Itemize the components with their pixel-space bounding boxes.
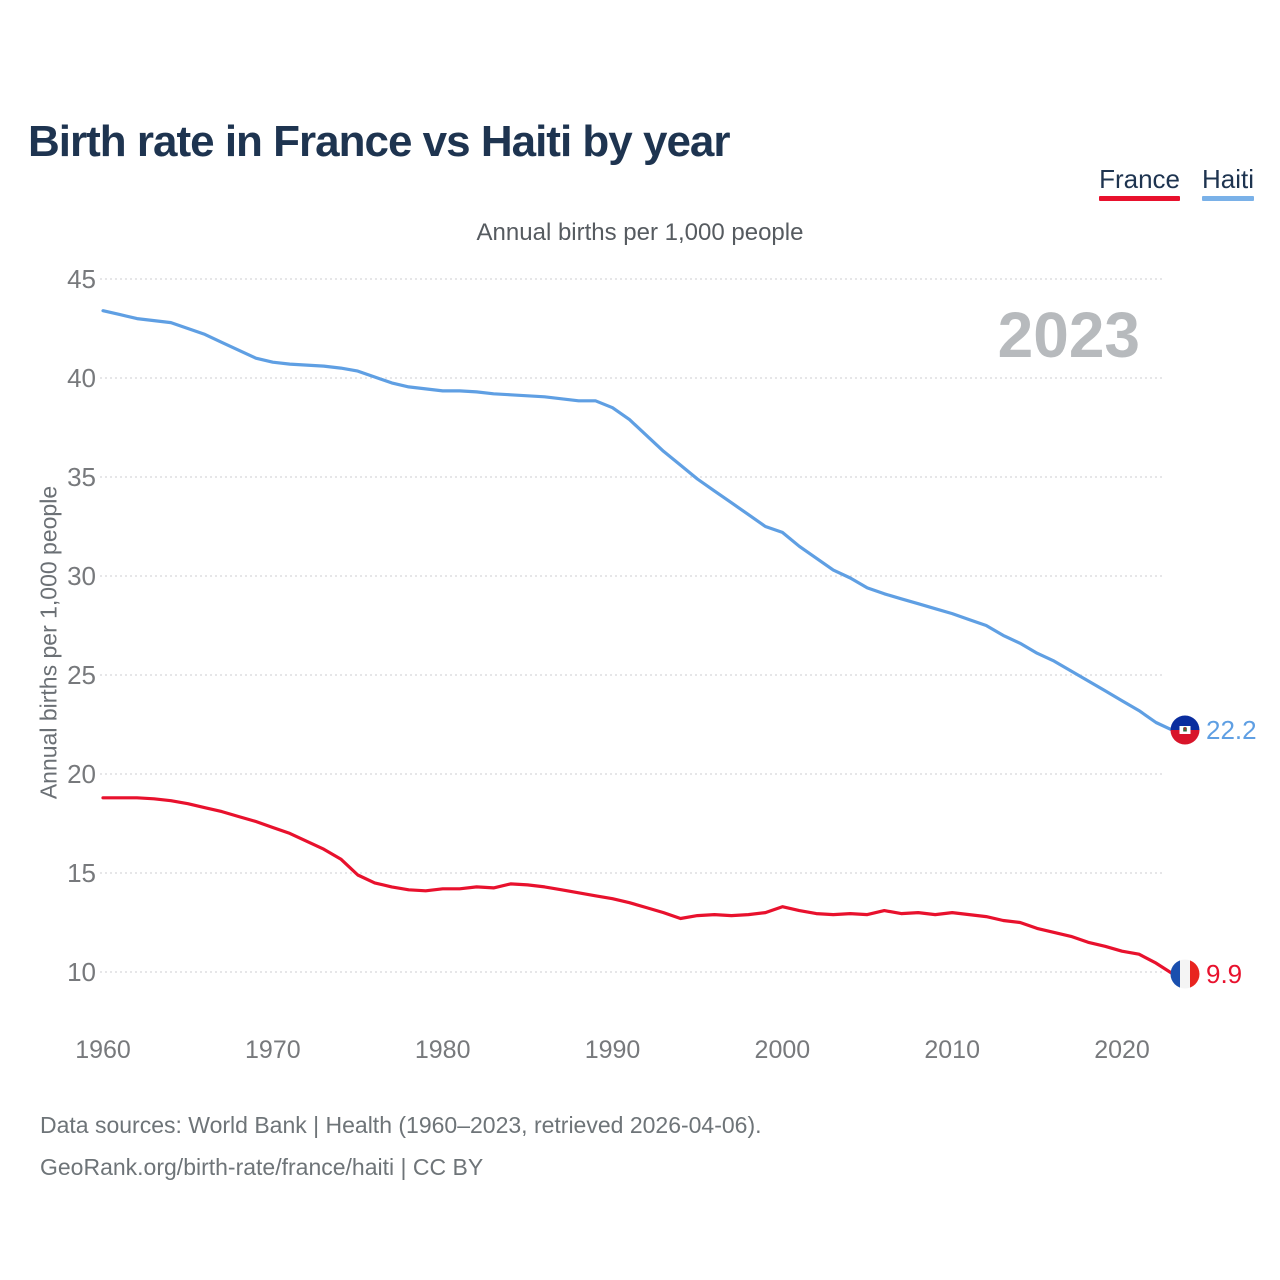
legend-label-france: France [1099,164,1180,194]
legend: France Haiti [1099,165,1254,201]
chart-title: Birth rate in France vs Haiti by year [28,117,731,167]
y-tick-label: 15 [67,858,96,888]
x-tick-label: 1980 [415,1036,471,1064]
legend-underline-france [1099,196,1180,201]
y-tick-label: 35 [67,462,96,492]
france-end-label: 9.9 [1170,959,1242,989]
france-flag-icon [1170,959,1200,989]
france-line [101,796,1175,976]
y-tick-label: 25 [67,660,96,690]
haiti-end-label: 22.2 [1170,715,1257,745]
legend-item-haiti[interactable]: Haiti [1201,164,1254,201]
x-tick-label: 1970 [245,1036,301,1064]
y-tick-label: 20 [67,759,96,789]
legend-label-haiti: Haiti [1201,164,1254,194]
x-tick-label: 2020 [1094,1036,1150,1064]
y-tick-label: 30 [67,561,96,591]
chart-subtitle: Annual births per 1,000 people [476,219,804,246]
haiti-line [101,309,1175,733]
x-tick-label: 1990 [585,1036,641,1064]
x-tick-label: 1960 [75,1036,131,1064]
y-tick-label: 45 [67,264,96,294]
legend-item-france[interactable]: France [1099,165,1180,201]
x-tick-label: 2010 [924,1036,980,1064]
y-tick-label: 40 [67,363,96,393]
haiti-flag-icon [1170,715,1200,745]
legend-underline-haiti [1201,196,1254,201]
haiti-end-value: 22.2 [1206,715,1257,745]
y-tick-label: 10 [67,957,96,987]
watermark-year: 2023 [998,299,1140,371]
footer-sources: Data sources: World Bank | Health (1960–… [40,1112,762,1138]
x-tick-label: 2000 [755,1036,811,1064]
footer-attribution: GeoRank.org/birth-rate/france/haiti | CC… [40,1154,484,1180]
france-end-value: 9.9 [1206,959,1243,989]
footer: Data sources: World Bank | Health (1960–… [40,1104,762,1188]
